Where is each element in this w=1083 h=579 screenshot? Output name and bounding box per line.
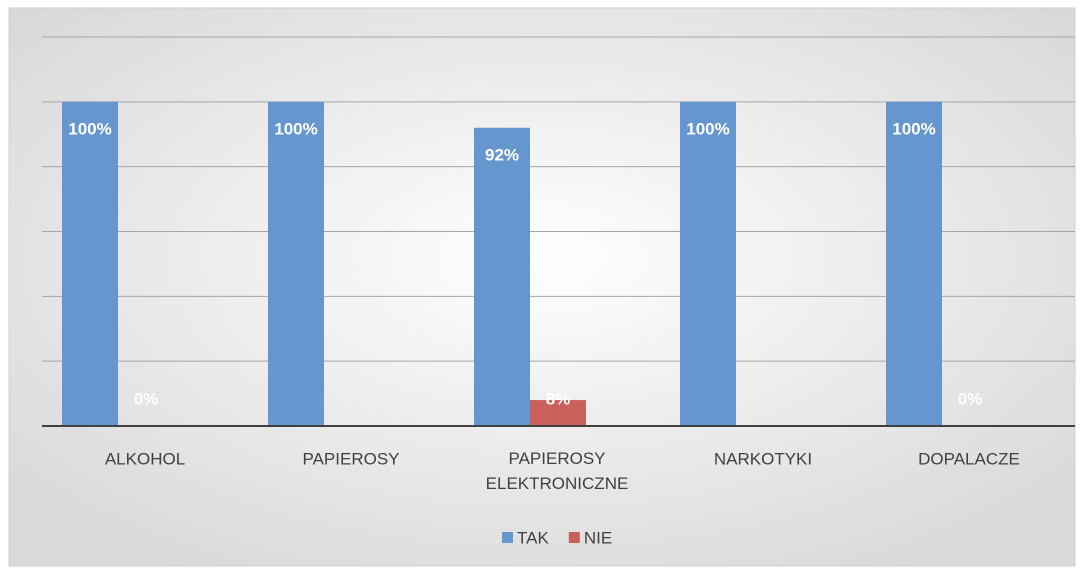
legend-label: TAK — [517, 528, 549, 547]
legend-swatch — [502, 532, 513, 543]
x-tick-label: NARKOTYKI — [714, 449, 812, 468]
bar — [268, 101, 324, 426]
bar — [680, 101, 736, 426]
bar — [62, 101, 118, 426]
legend-swatch — [568, 532, 580, 543]
x-tick-label: PAPIEROSY ELEKTRONICZNE — [486, 449, 629, 493]
bar — [474, 127, 530, 427]
x-tick-label-line: ELEKTRONICZNE — [486, 474, 629, 493]
x-tick-label: PAPIEROSY — [303, 449, 400, 468]
data-label: 92% — [485, 145, 519, 164]
data-label: 8% — [546, 389, 571, 408]
data-label: 0% — [958, 389, 983, 408]
data-label: 100% — [892, 119, 935, 138]
legend-label: NIE — [584, 528, 612, 547]
bar — [530, 400, 586, 426]
data-label: 100% — [686, 119, 729, 138]
x-tick-label-line: PAPIEROSY — [509, 449, 606, 468]
x-tick-label: DOPALACZE — [918, 449, 1020, 468]
bar — [886, 101, 942, 426]
x-tick-label: ALKOHOL — [105, 449, 185, 468]
data-label: 100% — [274, 119, 317, 138]
data-label: 0% — [134, 389, 159, 408]
data-label: 100% — [68, 119, 111, 138]
